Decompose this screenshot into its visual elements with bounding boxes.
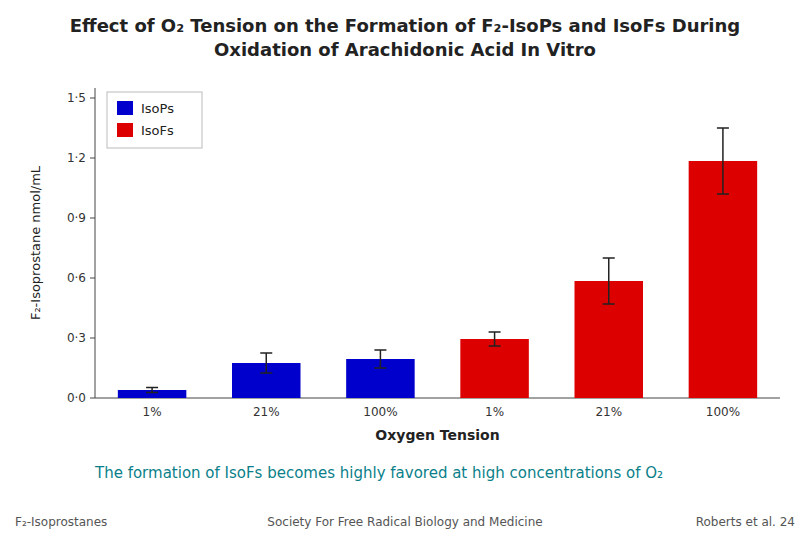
- x-tick-label: 21%: [253, 405, 280, 419]
- legend-frame: [107, 92, 202, 148]
- legend-swatch: [117, 101, 133, 115]
- y-tick: [90, 218, 95, 219]
- x-tick-label: 1%: [143, 405, 162, 419]
- error-bar: [603, 258, 615, 304]
- footer-note: Society For Free Radical Biology and Med…: [267, 515, 542, 529]
- error-bar: [260, 353, 272, 373]
- y-tick: [90, 398, 95, 399]
- y-tick-label: 0·0: [67, 391, 86, 405]
- y-tick-label: 1·5: [67, 91, 86, 105]
- y-axis-label: F₂-Isoprostane nmol/mL: [28, 165, 43, 320]
- footer-note: Roberts et al. 24: [696, 515, 795, 529]
- y-tick-label: 0·9: [67, 211, 86, 225]
- footer-note: F₂-Isoprostanes: [15, 515, 107, 529]
- error-bar: [146, 388, 158, 393]
- x-tick-label: 100%: [706, 405, 740, 419]
- error-bar: [374, 350, 386, 368]
- x-axis: [95, 398, 780, 399]
- subtitle: The formation of IsoFs becomes highly fa…: [94, 464, 663, 482]
- y-tick: [90, 278, 95, 279]
- title: Effect of O₂ Tension on the Formation of…: [70, 15, 740, 60]
- y-axis: [95, 88, 96, 398]
- error-bar: [489, 332, 501, 346]
- x-axis-label: Oxygen Tension: [375, 427, 499, 443]
- bar: [689, 161, 758, 398]
- bars: [118, 128, 757, 398]
- legend: IsoPs IsoFs: [107, 92, 202, 148]
- y-tick: [90, 338, 95, 339]
- title-line: Oxidation of Arachidonic Acid In Vitro: [214, 39, 596, 60]
- y-tick: [90, 98, 95, 99]
- y-tick: [90, 158, 95, 159]
- y-tick-label: 0·6: [67, 271, 86, 285]
- x-tick-label: 1%: [485, 405, 504, 419]
- title-line: Effect of O₂ Tension on the Formation of…: [70, 15, 740, 36]
- bar: [460, 339, 529, 398]
- legend-label: IsoPs: [141, 101, 174, 116]
- legend-swatch: [117, 123, 133, 137]
- y-tick-label: 0·3: [67, 331, 86, 345]
- error-bar: [717, 128, 729, 194]
- x-tick-label: 100%: [363, 405, 397, 419]
- x-tick-label: 21%: [595, 405, 622, 419]
- y-tick-label: 1·2: [67, 151, 86, 165]
- chart: Effect of O₂ Tension on the Formation of…: [0, 0, 810, 540]
- subtitle-line: The formation of IsoFs becomes highly fa…: [94, 464, 663, 482]
- legend-label: IsoFs: [141, 123, 174, 138]
